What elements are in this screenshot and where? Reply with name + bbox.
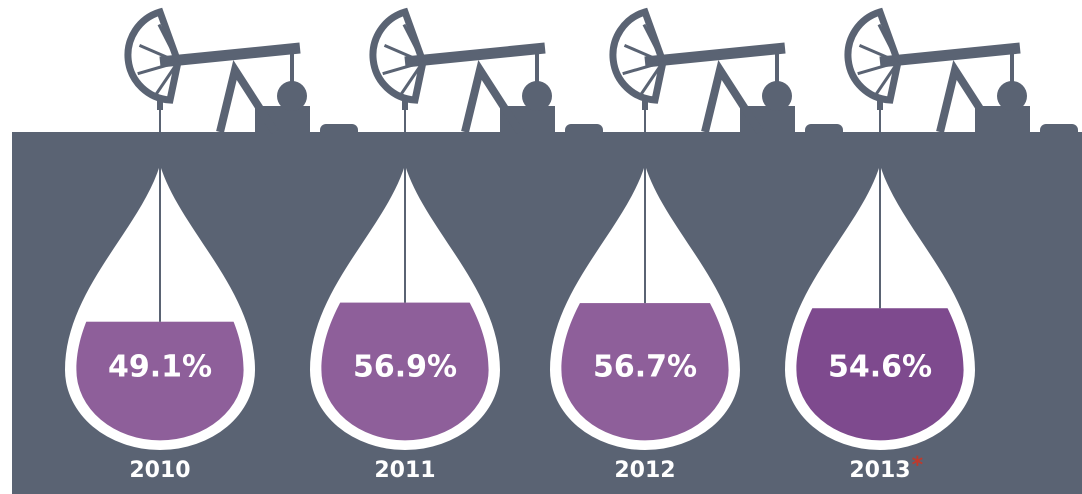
value-label: 54.6% (828, 350, 932, 385)
pump-beam (160, 48, 300, 62)
pump-frame (940, 70, 995, 132)
year-label: 2011 (374, 458, 435, 483)
pump-frame (220, 70, 275, 132)
year-label: 2010 (129, 458, 190, 483)
year-label: 2013 (849, 458, 910, 483)
pump-beam (880, 48, 1020, 62)
pump-motor (762, 81, 792, 111)
pump-pad (320, 124, 358, 138)
value-label: 56.7% (593, 350, 697, 385)
year-label: 2012 (614, 458, 675, 483)
pump-beam (645, 48, 785, 62)
pump-motor (277, 81, 307, 111)
value-label: 56.9% (353, 350, 457, 385)
pump-pad (1040, 124, 1078, 138)
pump-frame (705, 70, 760, 132)
pump-motor (997, 81, 1027, 111)
pump-pad (565, 124, 603, 138)
pump-motor (522, 81, 552, 111)
pump-beam (405, 48, 545, 62)
pump-frame (465, 70, 520, 132)
annotation: * (912, 453, 924, 478)
infographic: 49.1% 2010 56.9% 2011 56.7% 2012 54.6% 2013* (0, 0, 1082, 494)
pump-pad (805, 124, 843, 138)
value-label: 49.1% (108, 350, 212, 385)
